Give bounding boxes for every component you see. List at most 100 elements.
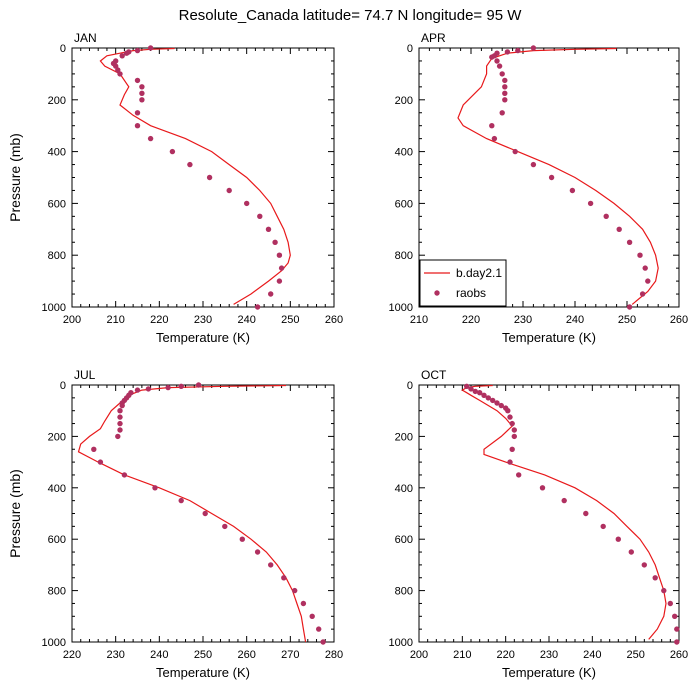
legend-dot-swatch (434, 290, 440, 296)
x-tick-label: 260 (237, 649, 255, 661)
x-tick-label: 250 (626, 649, 644, 661)
raobs-point (515, 47, 521, 54)
raobs-point (615, 536, 621, 542)
panel-title: APR (421, 31, 446, 45)
raobs-point (309, 613, 315, 619)
raobs-point (494, 58, 500, 64)
raobs-point (276, 278, 283, 284)
raobs-point (265, 226, 272, 232)
x-tick-label: 220 (63, 649, 81, 661)
raobs-point (147, 45, 154, 51)
x-tick-label: 250 (281, 314, 299, 326)
raobs-point (97, 459, 104, 465)
raobs-point (139, 97, 145, 103)
raobs-point (509, 446, 515, 452)
raobs-point (91, 446, 97, 452)
raobs-point (206, 174, 213, 181)
raobs-point (499, 110, 505, 116)
raobs-point (489, 123, 495, 129)
raobs-point (672, 613, 678, 619)
raobs-point (498, 402, 504, 409)
y-tick-label: 600 (395, 198, 413, 210)
raobs-point (254, 304, 261, 310)
raobs-point (583, 510, 589, 517)
y-tick-label: 1000 (42, 637, 66, 649)
y-tick-label: 200 (48, 95, 66, 107)
x-tick-label: 250 (194, 649, 212, 661)
x-tick-label: 220 (496, 649, 514, 661)
x-tick-label: 220 (150, 314, 168, 326)
raobs-point (123, 50, 130, 56)
x-tick-label: 230 (194, 314, 212, 326)
raobs-point (502, 90, 508, 97)
model-profile-line (99, 47, 291, 305)
y-tick-label: 0 (60, 43, 66, 55)
model-profile-line (461, 384, 667, 640)
raobs-point (530, 45, 537, 51)
raobs-point (268, 291, 274, 297)
y-tick-label: 400 (48, 147, 66, 159)
raobs-point (587, 200, 594, 207)
raobs-point (119, 53, 125, 59)
raobs-point (600, 523, 606, 530)
raobs-point (481, 392, 487, 398)
y-tick-label: 1000 (389, 302, 413, 314)
raobs-point (117, 408, 123, 414)
raobs-point (316, 626, 322, 632)
raobs-point (145, 386, 152, 392)
raobs-point (195, 382, 202, 388)
x-tick-label: 280 (325, 649, 343, 661)
raobs-point (139, 90, 145, 97)
panel-oct: 200 210 220 230 240 250 260 0 200 400 600 800 1000 OC… (389, 368, 689, 680)
panel-jan: 200 210 220 230 240 250 260 0 200 400 600 800 1000 JA… (7, 31, 343, 345)
raobs-point (626, 304, 633, 310)
raobs-point (117, 71, 123, 77)
x-tick-label: 240 (150, 649, 168, 661)
raobs-point (491, 135, 498, 142)
panel-title: OCT (421, 368, 447, 382)
legend: b.day2.1 raobs (419, 259, 507, 307)
raobs-point (178, 383, 184, 389)
y-tick-label: 400 (395, 483, 413, 495)
y-tick-label: 0 (60, 380, 66, 392)
x-tick-label: 260 (670, 314, 688, 326)
y-tick-label: 600 (395, 534, 413, 546)
raobs-point (507, 414, 513, 420)
raobs-point (516, 472, 522, 478)
raobs-point (222, 523, 228, 530)
raobs-point (494, 400, 500, 406)
x-tick-label: 240 (237, 314, 255, 326)
raobs-point (139, 84, 145, 90)
raobs-point (505, 408, 511, 414)
raobs-point (169, 148, 176, 155)
y-tick-label: 200 (48, 431, 66, 443)
raobs-point (239, 536, 245, 542)
raobs-point (117, 427, 123, 433)
raobs-point (539, 485, 546, 491)
raobs-point (639, 291, 646, 297)
raobs-point (667, 600, 673, 607)
raobs-point (530, 161, 537, 168)
raobs-point (134, 123, 141, 129)
raobs-point (115, 433, 121, 440)
y-tick-label: 800 (48, 586, 66, 598)
raobs-point (117, 420, 123, 427)
raobs-point (645, 278, 651, 284)
panel-jul: 220 230 240 250 260 270 280 0 200 400 600 800 1000 JU… (7, 368, 343, 680)
y-tick-label: 400 (395, 147, 413, 159)
panel-title: JUL (74, 368, 96, 382)
x-tick-label: 210 (410, 314, 428, 326)
raobs-point (504, 49, 511, 55)
x-tick-label: 210 (453, 649, 471, 661)
raobs-point (187, 161, 193, 168)
raobs-point (502, 84, 508, 90)
y-tick-label: 200 (395, 431, 413, 443)
raobs-point (502, 97, 508, 103)
raobs-point (117, 414, 123, 420)
raobs-point (121, 472, 128, 478)
x-tick-label: 230 (106, 649, 124, 661)
raobs-point (292, 587, 298, 594)
raobs-point (134, 387, 141, 393)
y-tick-label: 200 (395, 95, 413, 107)
